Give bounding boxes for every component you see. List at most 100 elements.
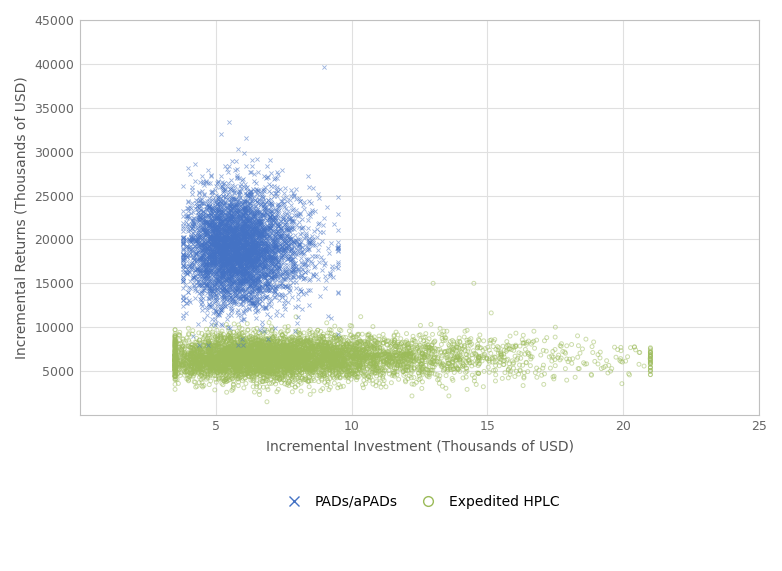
- PADs/aPADs: [229, 256, 242, 266]
- PADs/aPADs: [203, 219, 215, 228]
- PADs/aPADs: [265, 236, 278, 245]
- Expedited HPLC: [220, 375, 232, 384]
- Expedited HPLC: [223, 352, 235, 361]
- PADs/aPADs: [263, 199, 275, 208]
- Expedited HPLC: [292, 337, 304, 346]
- Expedited HPLC: [207, 358, 220, 367]
- Expedited HPLC: [241, 355, 253, 364]
- PADs/aPADs: [226, 219, 239, 228]
- PADs/aPADs: [217, 183, 229, 192]
- Expedited HPLC: [287, 368, 300, 377]
- PADs/aPADs: [250, 236, 263, 245]
- PADs/aPADs: [188, 218, 201, 227]
- Expedited HPLC: [234, 353, 246, 363]
- Expedited HPLC: [222, 331, 235, 340]
- PADs/aPADs: [257, 246, 270, 255]
- PADs/aPADs: [278, 260, 291, 270]
- Expedited HPLC: [169, 371, 181, 380]
- Expedited HPLC: [302, 352, 314, 361]
- Expedited HPLC: [313, 377, 325, 386]
- Expedited HPLC: [420, 361, 432, 370]
- PADs/aPADs: [185, 232, 197, 241]
- Expedited HPLC: [326, 353, 339, 363]
- Expedited HPLC: [401, 361, 414, 371]
- PADs/aPADs: [249, 242, 262, 251]
- Expedited HPLC: [281, 359, 293, 368]
- Expedited HPLC: [214, 364, 227, 373]
- Expedited HPLC: [250, 382, 263, 391]
- PADs/aPADs: [300, 288, 313, 297]
- Expedited HPLC: [293, 355, 306, 364]
- PADs/aPADs: [212, 255, 224, 264]
- Expedited HPLC: [256, 350, 268, 359]
- Expedited HPLC: [299, 361, 311, 370]
- PADs/aPADs: [246, 247, 259, 256]
- PADs/aPADs: [221, 227, 234, 236]
- PADs/aPADs: [234, 254, 246, 263]
- Expedited HPLC: [274, 327, 287, 336]
- Expedited HPLC: [389, 356, 401, 365]
- Expedited HPLC: [188, 345, 200, 354]
- Expedited HPLC: [304, 364, 317, 373]
- Expedited HPLC: [253, 356, 265, 365]
- PADs/aPADs: [214, 247, 227, 256]
- Expedited HPLC: [298, 340, 310, 349]
- Expedited HPLC: [181, 361, 193, 371]
- PADs/aPADs: [239, 259, 252, 268]
- Expedited HPLC: [273, 355, 285, 364]
- PADs/aPADs: [242, 292, 254, 301]
- Expedited HPLC: [169, 361, 181, 370]
- PADs/aPADs: [303, 238, 315, 247]
- PADs/aPADs: [259, 272, 271, 282]
- PADs/aPADs: [293, 244, 306, 253]
- Expedited HPLC: [286, 387, 299, 396]
- PADs/aPADs: [184, 236, 196, 246]
- PADs/aPADs: [194, 267, 206, 276]
- Expedited HPLC: [247, 347, 260, 356]
- PADs/aPADs: [254, 211, 267, 220]
- PADs/aPADs: [285, 272, 297, 282]
- PADs/aPADs: [230, 239, 242, 248]
- PADs/aPADs: [242, 252, 255, 261]
- Expedited HPLC: [308, 357, 321, 366]
- Expedited HPLC: [269, 344, 282, 353]
- Expedited HPLC: [264, 357, 276, 366]
- Expedited HPLC: [288, 351, 300, 360]
- PADs/aPADs: [248, 255, 260, 264]
- Expedited HPLC: [317, 355, 330, 364]
- PADs/aPADs: [213, 219, 226, 228]
- Expedited HPLC: [266, 352, 278, 361]
- Expedited HPLC: [368, 358, 380, 367]
- Expedited HPLC: [199, 345, 211, 354]
- Expedited HPLC: [199, 349, 212, 359]
- PADs/aPADs: [238, 273, 250, 282]
- Expedited HPLC: [192, 361, 204, 370]
- Expedited HPLC: [240, 351, 253, 360]
- Expedited HPLC: [226, 372, 239, 381]
- Expedited HPLC: [213, 365, 225, 375]
- Expedited HPLC: [188, 349, 201, 359]
- PADs/aPADs: [193, 231, 206, 240]
- Expedited HPLC: [503, 341, 515, 351]
- Expedited HPLC: [307, 347, 319, 356]
- Expedited HPLC: [339, 355, 351, 364]
- PADs/aPADs: [208, 260, 221, 270]
- PADs/aPADs: [288, 224, 300, 234]
- PADs/aPADs: [271, 281, 283, 290]
- PADs/aPADs: [228, 225, 241, 234]
- Expedited HPLC: [249, 327, 261, 336]
- PADs/aPADs: [251, 297, 264, 306]
- PADs/aPADs: [193, 240, 206, 250]
- Expedited HPLC: [169, 351, 181, 360]
- Expedited HPLC: [295, 345, 307, 355]
- Expedited HPLC: [382, 353, 395, 363]
- Expedited HPLC: [346, 353, 358, 362]
- Expedited HPLC: [303, 356, 316, 365]
- Expedited HPLC: [193, 369, 206, 378]
- PADs/aPADs: [193, 280, 206, 289]
- PADs/aPADs: [213, 242, 226, 251]
- PADs/aPADs: [242, 276, 255, 285]
- Expedited HPLC: [227, 343, 239, 352]
- PADs/aPADs: [233, 251, 246, 260]
- PADs/aPADs: [213, 218, 226, 227]
